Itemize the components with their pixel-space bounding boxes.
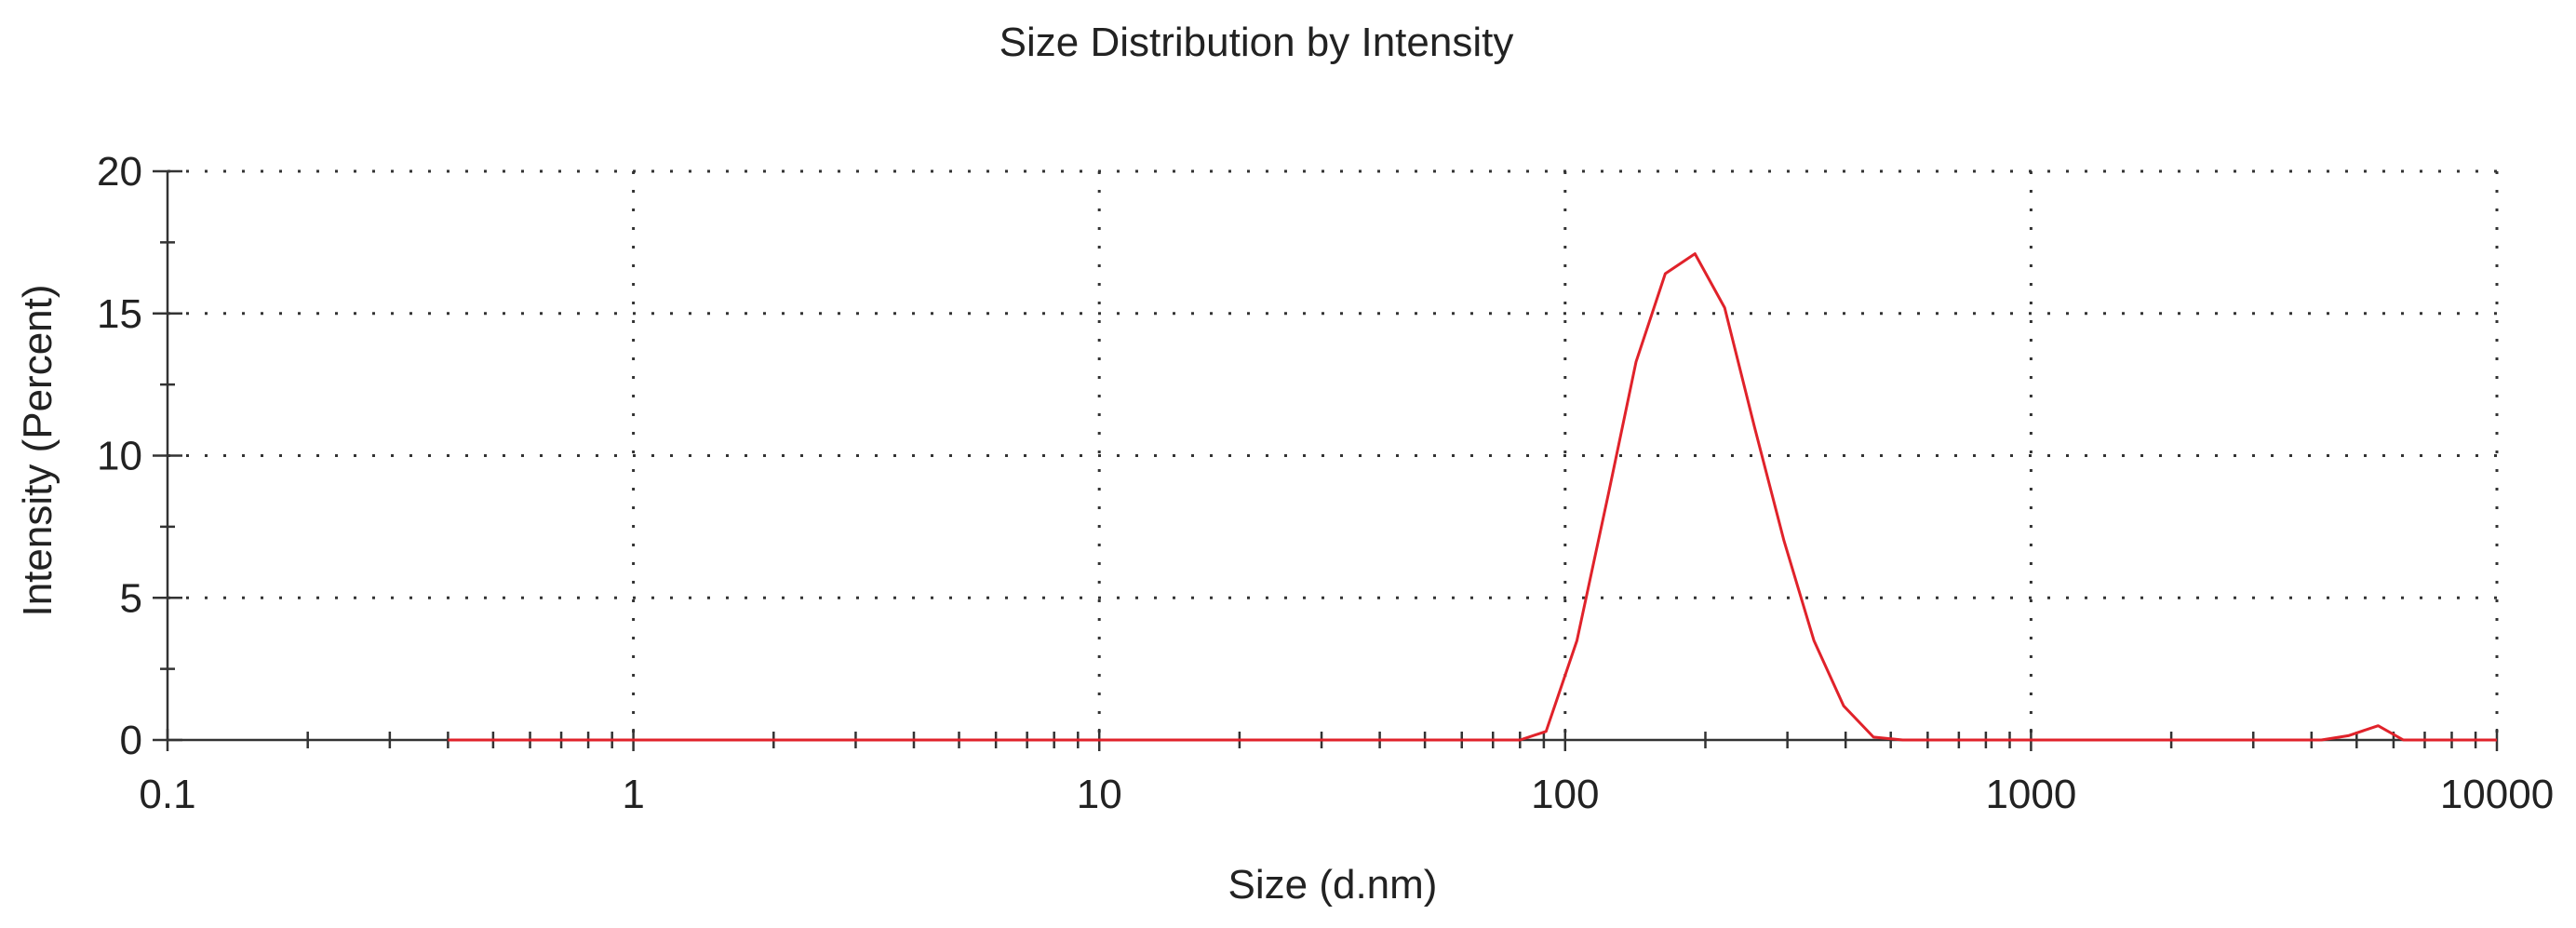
y-tick-label: 10 <box>97 434 142 479</box>
grid-lines <box>168 169 2499 740</box>
y-tick-label: 20 <box>97 149 142 195</box>
x-tick-label: 10000 <box>2440 772 2554 817</box>
axes <box>153 169 2499 751</box>
y-axis-label: Intensity (Percent) <box>15 284 60 616</box>
chart-title: Size Distribution by Intensity <box>1000 20 1514 65</box>
series-line <box>448 252 2497 742</box>
x-tick-label: 0.1 <box>139 772 195 817</box>
x-tick-label: 1 <box>622 772 644 817</box>
y-tick-label: 15 <box>97 291 142 337</box>
series-layer <box>448 252 2497 742</box>
x-tick-label: 100 <box>1531 772 1599 817</box>
tick-labels: 0.1 1 10 100 1000 10000 0 5 10 15 20 <box>97 149 2554 817</box>
y-tick-label: 5 <box>120 575 142 621</box>
y-tick-label: 0 <box>120 718 142 763</box>
x-tick-label: 10 <box>1077 772 1122 817</box>
x-tick-label: 1000 <box>1985 772 2076 817</box>
x-axis-label: Size (d.nm) <box>1228 862 1438 908</box>
